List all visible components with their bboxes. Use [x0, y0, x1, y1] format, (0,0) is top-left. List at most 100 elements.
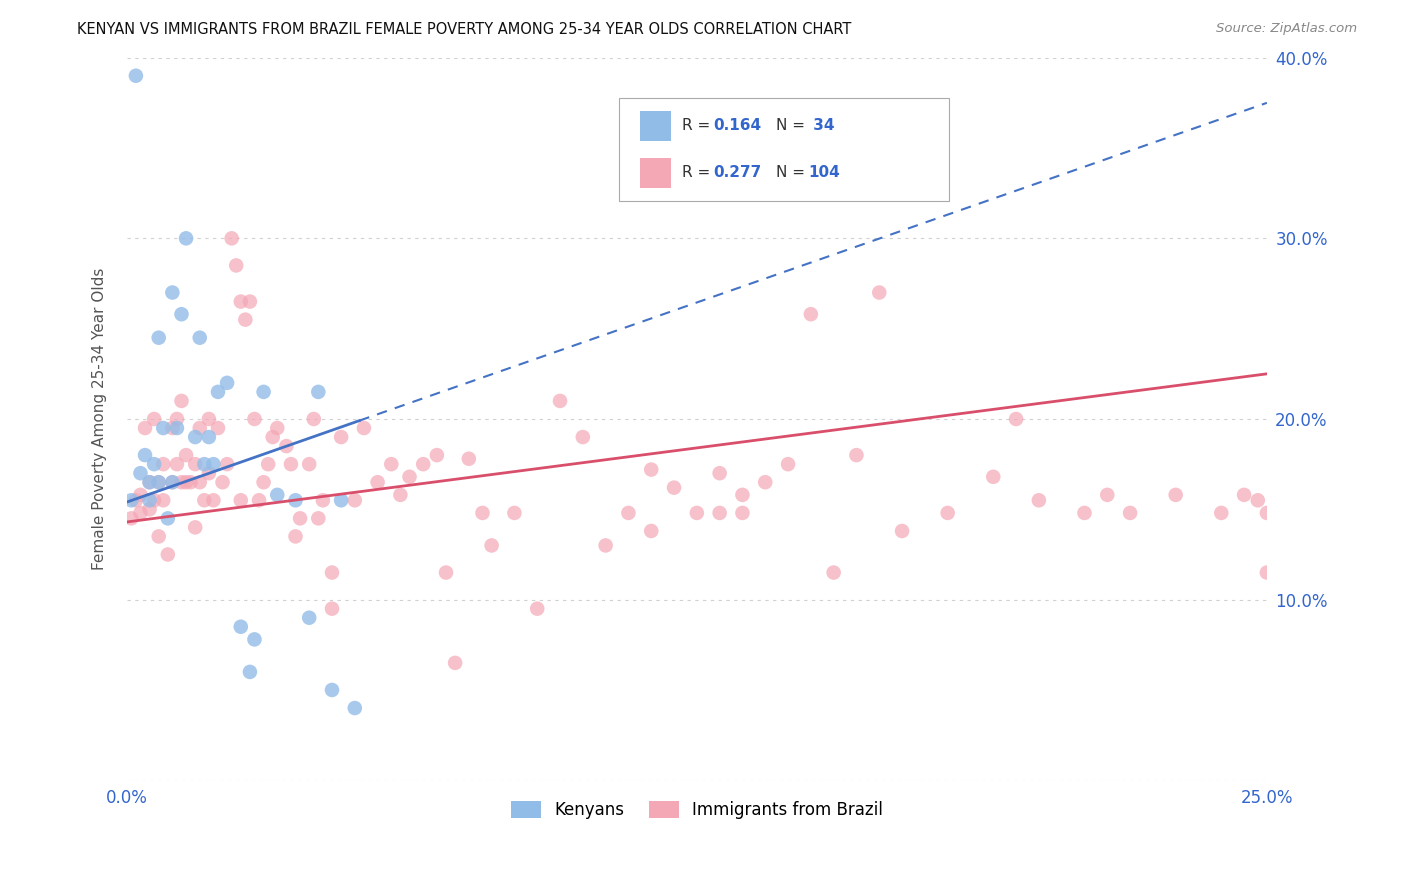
Point: [981, 470, 1004, 484]
Point: [229, 294, 252, 309]
Point: [229, 620, 252, 634]
Point: [125, 69, 148, 83]
Point: [184, 457, 207, 471]
Point: [1211, 506, 1233, 520]
Point: [207, 421, 229, 435]
Point: [262, 430, 284, 444]
Point: [1256, 566, 1278, 580]
Point: [193, 493, 215, 508]
Point: [184, 430, 207, 444]
Text: N =: N =: [776, 119, 810, 134]
Point: [148, 475, 170, 490]
Point: [412, 457, 434, 471]
Point: [434, 566, 457, 580]
Text: 34: 34: [808, 119, 835, 134]
Point: [1233, 488, 1256, 502]
Point: [298, 457, 321, 471]
Text: Source: ZipAtlas.com: Source: ZipAtlas.com: [1216, 22, 1357, 36]
Point: [198, 430, 221, 444]
Point: [129, 466, 152, 480]
Point: [138, 493, 160, 508]
Point: [380, 457, 402, 471]
Point: [252, 475, 274, 490]
Point: [120, 493, 142, 508]
Point: [188, 475, 211, 490]
Point: [572, 430, 595, 444]
Point: [353, 421, 375, 435]
Point: [1119, 506, 1142, 520]
Point: [134, 448, 156, 462]
Point: [936, 506, 959, 520]
Point: [166, 412, 188, 426]
Point: [754, 475, 776, 490]
Text: R =: R =: [682, 119, 716, 134]
Point: [188, 421, 211, 435]
Point: [148, 331, 170, 345]
Point: [891, 524, 914, 538]
Point: [170, 475, 193, 490]
Point: [640, 524, 662, 538]
Point: [731, 488, 754, 502]
Point: [276, 439, 298, 453]
Point: [143, 493, 166, 508]
Point: [266, 488, 288, 502]
Point: [307, 511, 329, 525]
Point: [138, 475, 160, 490]
Point: [243, 412, 266, 426]
Point: [343, 493, 366, 508]
Point: [129, 506, 152, 520]
Point: [170, 393, 193, 408]
Point: [162, 421, 184, 435]
Point: [138, 502, 160, 516]
Point: [284, 529, 307, 543]
Point: [321, 566, 343, 580]
Point: [503, 506, 526, 520]
Point: [284, 493, 307, 508]
Point: [457, 451, 479, 466]
Point: [193, 457, 215, 471]
Point: [868, 285, 890, 300]
Point: [640, 462, 662, 476]
Point: [247, 493, 270, 508]
Point: [330, 430, 353, 444]
Point: [800, 307, 823, 321]
Point: [235, 312, 257, 326]
Point: [444, 656, 467, 670]
Text: 0.164: 0.164: [713, 119, 761, 134]
Point: [343, 701, 366, 715]
Point: [198, 466, 221, 480]
Point: [321, 601, 343, 615]
Point: [207, 384, 229, 399]
Point: [389, 488, 412, 502]
Point: [776, 457, 799, 471]
Point: [225, 259, 247, 273]
Point: [217, 457, 239, 471]
Point: [152, 493, 174, 508]
Point: [288, 511, 311, 525]
Point: [166, 457, 188, 471]
Point: [321, 683, 343, 698]
Point: [548, 393, 571, 408]
Point: [162, 285, 184, 300]
Point: [280, 457, 302, 471]
Point: [1028, 493, 1050, 508]
Point: [148, 475, 170, 490]
Point: [239, 294, 262, 309]
Point: [174, 475, 197, 490]
Point: [845, 448, 868, 462]
Point: [198, 412, 221, 426]
Point: [143, 412, 166, 426]
Point: [243, 632, 266, 647]
Point: [617, 506, 640, 520]
Point: [202, 493, 225, 508]
Point: [471, 506, 494, 520]
Point: [221, 231, 243, 245]
Point: [148, 529, 170, 543]
Point: [125, 493, 148, 508]
Point: [481, 538, 503, 552]
Point: [120, 511, 142, 525]
Point: [129, 488, 152, 502]
Point: [152, 457, 174, 471]
Y-axis label: Female Poverty Among 25-34 Year Olds: Female Poverty Among 25-34 Year Olds: [93, 268, 107, 570]
Point: [217, 376, 239, 390]
